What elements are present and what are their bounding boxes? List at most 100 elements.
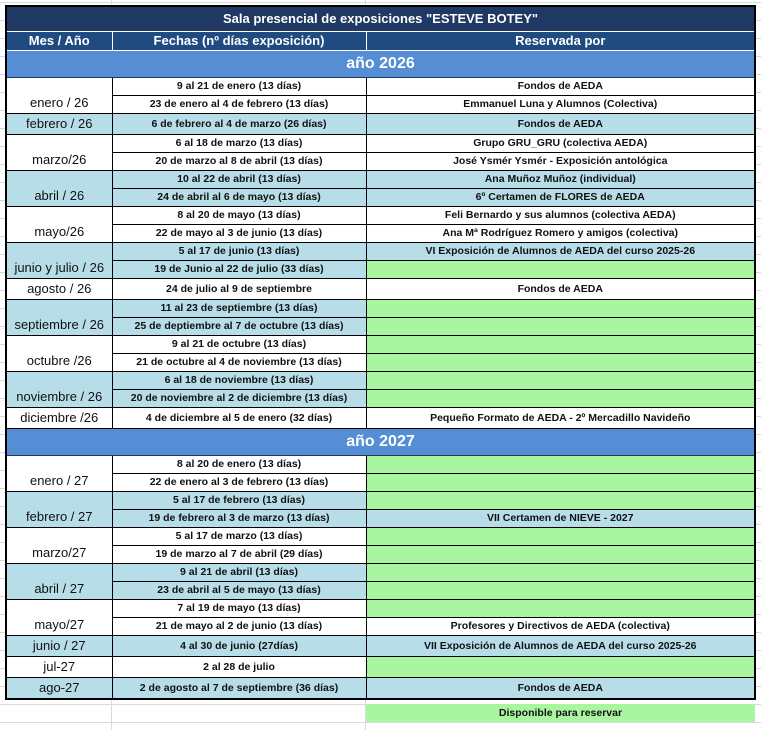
month-cell: febrero / 26 <box>5 113 113 135</box>
table-row: 22 de mayo al 3 de junio (13 días) Ana Mª… <box>6 224 756 243</box>
reserved-cell: Feli Bernardo y sus alumnos (colectiva A… <box>365 206 756 225</box>
table-row: 23 de enero al 4 de febrero (13 días) Emm… <box>6 95 756 114</box>
month-cell: junio / 27 <box>5 635 113 657</box>
month-cell: abril / 27 <box>5 563 113 600</box>
reservation-table: Sala presencial de exposiciones "ESTEVE … <box>5 5 756 700</box>
available-slot[interactable] <box>365 455 756 474</box>
month-cell: febrero / 27 <box>5 491 113 528</box>
table-row: 24 de abril al 6 de mayo (13 días) 6º Cer… <box>6 188 756 207</box>
year-band: año 2026 <box>5 50 756 78</box>
month-cell: jul-27 <box>5 656 113 678</box>
available-slot[interactable] <box>365 527 756 546</box>
year-label: año 2027 <box>5 428 756 456</box>
dates-cell: 4 al 30 de junio (27días) <box>111 635 367 657</box>
table-row: 19 de marzo al 7 de abril (29 días) <box>6 545 756 564</box>
dates-cell: 6 al 18 de marzo (13 días) <box>111 134 367 153</box>
available-slot[interactable] <box>365 299 756 318</box>
table-row: agosto / 26 24 de julio al 9 de septiembr… <box>5 278 756 300</box>
dates-cell: 20 de marzo al 8 de abril (13 días) <box>111 152 367 171</box>
month-cell: noviembre / 26 <box>5 371 113 408</box>
dates-cell: 5 al 17 de junio (13 días) <box>111 242 367 261</box>
dates-cell: 11 al 23 de septiembre (13 días) <box>111 299 367 318</box>
reserved-cell: Grupo GRU_GRU (colectiva AEDA) <box>365 134 756 153</box>
table-row: marzo/26 6 al 18 de marzo (13 días) Grupo … <box>5 134 756 171</box>
month-cell: mayo/26 <box>5 206 113 243</box>
reserved-cell: Fondos de AEDA <box>365 113 756 135</box>
dates-cell: 19 de marzo al 7 de abril (29 días) <box>111 545 367 564</box>
available-slot[interactable] <box>365 389 756 408</box>
reserved-cell: Emmanuel Luna y Alumnos (Colectiva) <box>365 95 756 114</box>
legend-available: Disponible para reservar <box>366 704 755 722</box>
table-row: 21 de mayo al 2 de junio (13 días) Profes… <box>6 617 756 636</box>
reserved-cell: VII Exposición de Alumnos de AEDA del cu… <box>365 635 756 657</box>
month-cell: abril / 26 <box>5 170 113 207</box>
dates-cell: 9 al 21 de octubre (13 días) <box>111 335 367 354</box>
dates-cell: 9 al 21 de abril (13 días) <box>111 563 367 582</box>
dates-cell: 20 de noviembre al 2 de diciembre (13 dí… <box>111 389 367 408</box>
dates-cell: 8 al 20 de enero (13 días) <box>111 455 367 474</box>
table-row: octubre /26 9 al 21 de octubre (13 días) <box>5 335 756 372</box>
month-cell: septiembre / 26 <box>5 299 113 336</box>
available-slot[interactable] <box>365 317 756 336</box>
table-row: enero / 26 9 al 21 de enero (13 días) Fond… <box>5 77 756 114</box>
dates-cell: 2 al 28 de julio <box>111 656 367 678</box>
table-row: 20 de noviembre al 2 de diciembre (13 dí… <box>6 389 756 408</box>
available-slot[interactable] <box>365 581 756 600</box>
month-cell: junio y julio / 26 <box>5 242 113 279</box>
dates-cell: 19 de febrero al 3 de marzo (13 días) <box>111 509 367 528</box>
available-slot[interactable] <box>365 656 756 678</box>
year-band: año 2027 <box>5 428 756 456</box>
reserved-cell: VII Certamen de NIEVE - 2027 <box>365 509 756 528</box>
table-row: septiembre / 26 11 al 23 de septiembre (1… <box>5 299 756 336</box>
dates-cell: 22 de enero al 3 de febrero (13 días) <box>111 473 367 492</box>
table-row: febrero / 27 5 al 17 de febrero (13 días) <box>5 491 756 528</box>
table-row: enero / 27 8 al 20 de enero (13 días) <box>5 455 756 492</box>
dates-cell: 24 de abril al 6 de mayo (13 días) <box>111 188 367 207</box>
available-slot[interactable] <box>365 473 756 492</box>
dates-cell: 21 de octubre al 4 de noviembre (13 días… <box>111 353 367 372</box>
dates-cell: 23 de enero al 4 de febrero (13 días) <box>111 95 367 114</box>
dates-cell: 19 de Junio al 22 de julio (33 días) <box>111 260 367 279</box>
available-slot[interactable] <box>365 491 756 510</box>
header-reserved: Reservada por <box>365 31 756 51</box>
reserved-cell: Ana Muñoz Muñoz (individual) <box>365 170 756 189</box>
available-slot[interactable] <box>365 371 756 390</box>
dates-cell: 8 al 20 de mayo (13 días) <box>111 206 367 225</box>
table-row: noviembre / 26 6 al 18 de noviembre (13 d… <box>5 371 756 408</box>
available-slot[interactable] <box>365 353 756 372</box>
month-cell: diciembre /26 <box>5 407 113 429</box>
table-row: 21 de octubre al 4 de noviembre (13 días… <box>6 353 756 372</box>
available-slot[interactable] <box>365 335 756 354</box>
table-row: diciembre /26 4 de diciembre al 5 de ener… <box>5 407 756 429</box>
table-row: abril / 26 10 al 22 de abril (13 días) Ana… <box>5 170 756 207</box>
month-cell: octubre /26 <box>5 335 113 372</box>
table-row: mayo/26 8 al 20 de mayo (13 días) Feli Ber… <box>5 206 756 243</box>
table-row: junio y julio / 26 5 al 17 de junio (13 d… <box>5 242 756 279</box>
reserved-cell: Profesores y Directivos de AEDA (colecti… <box>365 617 756 636</box>
dates-cell: 7 al 19 de mayo (13 días) <box>111 599 367 618</box>
dates-cell: 21 de mayo al 2 de junio (13 días) <box>111 617 367 636</box>
available-slot[interactable] <box>365 599 756 618</box>
available-slot[interactable] <box>365 563 756 582</box>
reserved-cell: 6º Certamen de FLORES de AEDA <box>365 188 756 207</box>
month-cell: enero / 26 <box>5 77 113 114</box>
reserved-cell: Fondos de AEDA <box>365 677 756 700</box>
dates-cell: 25 de deptiembre al 7 de octubre (13 día… <box>111 317 367 336</box>
dates-cell: 5 al 17 de marzo (13 días) <box>111 527 367 546</box>
table-row: 22 de enero al 3 de febrero (13 días) <box>6 473 756 492</box>
table-row: 23 de abril al 5 de mayo (13 días) <box>6 581 756 600</box>
available-slot[interactable] <box>365 260 756 279</box>
month-cell: marzo/26 <box>5 134 113 171</box>
reserved-cell: José Ysmér Ysmér - Exposición antológica <box>365 152 756 171</box>
table-row: abril / 27 9 al 21 de abril (13 días) <box>5 563 756 600</box>
table-row: febrero / 26 6 de febrero al 4 de marzo (… <box>5 113 756 135</box>
dates-cell: 23 de abril al 5 de mayo (13 días) <box>111 581 367 600</box>
table-row: marzo/27 5 al 17 de marzo (13 días) <box>5 527 756 564</box>
dates-cell: 9 al 21 de enero (13 días) <box>111 77 367 96</box>
month-cell: mayo/27 <box>5 599 113 636</box>
available-slot[interactable] <box>365 545 756 564</box>
dates-cell: 10 al 22 de abril (13 días) <box>111 170 367 189</box>
reserved-cell: Pequeño Formato de AEDA - 2º Mercadillo … <box>365 407 756 429</box>
dates-cell: 24 de julio al 9 de septiembre <box>111 278 367 300</box>
reserved-cell: Fondos de AEDA <box>365 77 756 96</box>
